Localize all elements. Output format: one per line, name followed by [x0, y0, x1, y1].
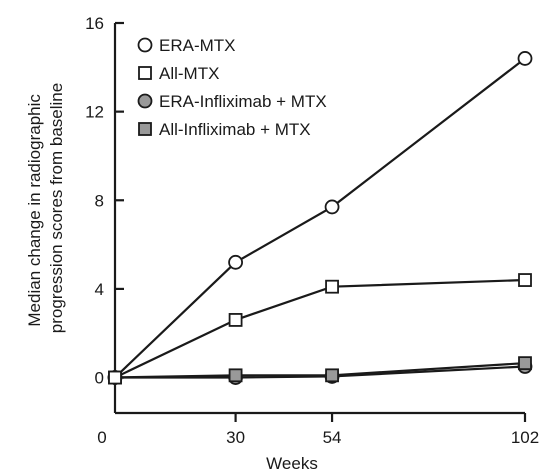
data-point-circle [228, 254, 243, 270]
y-axis-title-line-1: Median change in radiographic [25, 94, 44, 327]
series-line [114, 362, 526, 379]
legend-label: ERA-Infliximab + MTX [159, 92, 327, 111]
legend-label: All-Infliximab + MTX [159, 120, 311, 139]
legend-marker-circle [137, 93, 153, 109]
series-markers [107, 51, 533, 385]
y-axis-title-line-2: progression scores from baseline [47, 83, 66, 333]
series-line [114, 57, 526, 379]
data-point-square [228, 313, 243, 327]
data-point-square [518, 356, 532, 371]
y-ticks: 0 4 8 12 16 [85, 14, 124, 388]
data-point-square [325, 368, 339, 383]
series-line [114, 278, 526, 379]
data-point-square [325, 279, 339, 294]
series-lines [114, 57, 526, 379]
x-tick-label: 0 [97, 428, 106, 447]
y-axis-title: Median change in radiographic progressio… [25, 83, 66, 333]
x-axis-title: Weeks [266, 454, 318, 473]
x-tick-label: 30 [226, 428, 245, 447]
legend: ERA-MTX All-MTX ERA-Infliximab + MTX All-In… [137, 36, 327, 139]
data-point-square [518, 273, 532, 287]
x-tick-label: 102 [511, 428, 539, 447]
y-tick-label: 0 [95, 369, 104, 388]
data-point-square [108, 370, 122, 385]
y-tick-label: 16 [85, 14, 104, 33]
axes [113, 23, 525, 415]
legend-label: ERA-MTX [159, 36, 236, 55]
legend-marker-circle [137, 37, 153, 53]
x-tick-label: 54 [323, 428, 342, 447]
legend-marker-square [138, 66, 152, 80]
data-point-square [228, 368, 243, 383]
x-ticks: 0 30 54 102 [97, 413, 539, 447]
y-tick-label: 4 [95, 280, 104, 299]
y-tick-label: 8 [95, 191, 104, 210]
data-point-circle [324, 199, 340, 215]
legend-marker-square [138, 122, 152, 136]
y-tick-label: 12 [85, 103, 104, 122]
data-point-circle [517, 51, 533, 66]
legend-label: All-MTX [159, 64, 219, 83]
